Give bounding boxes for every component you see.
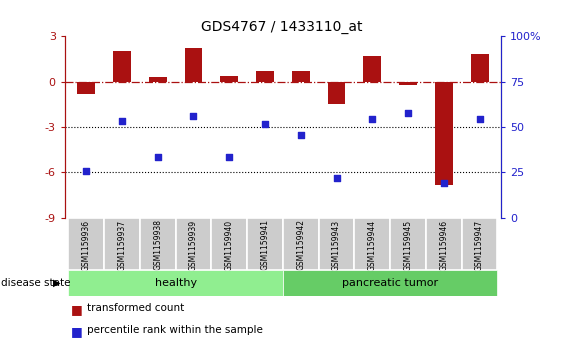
Point — [332, 176, 341, 182]
Point — [189, 114, 198, 119]
Text: GSM1159945: GSM1159945 — [404, 219, 413, 270]
Text: ▶: ▶ — [52, 278, 60, 288]
Point — [439, 180, 448, 186]
Bar — [176, 218, 211, 270]
Bar — [435, 82, 453, 184]
Bar — [149, 77, 167, 82]
Bar — [355, 218, 390, 270]
Text: healthy: healthy — [155, 278, 196, 288]
Text: transformed count: transformed count — [87, 303, 185, 313]
Text: GSM1159938: GSM1159938 — [153, 219, 162, 270]
Bar — [462, 218, 498, 270]
Text: GSM1159947: GSM1159947 — [475, 219, 484, 270]
Bar — [283, 270, 498, 296]
Bar — [77, 82, 95, 94]
Bar — [426, 218, 462, 270]
Text: GSM1159936: GSM1159936 — [82, 219, 91, 270]
Text: GSM1159942: GSM1159942 — [296, 219, 305, 270]
Bar — [68, 270, 283, 296]
Bar — [211, 218, 247, 270]
Text: GSM1159944: GSM1159944 — [368, 219, 377, 270]
Point — [153, 154, 162, 160]
Bar — [247, 218, 283, 270]
Point — [261, 121, 270, 127]
Point — [82, 168, 91, 174]
Bar — [113, 52, 131, 82]
Point — [296, 132, 305, 138]
Point — [225, 154, 234, 160]
Point — [368, 117, 377, 122]
Bar — [185, 48, 203, 82]
Bar — [363, 56, 381, 82]
Text: percentile rank within the sample: percentile rank within the sample — [87, 325, 263, 335]
Text: GSM1159939: GSM1159939 — [189, 219, 198, 270]
Text: GDS4767 / 1433110_at: GDS4767 / 1433110_at — [201, 20, 362, 34]
Bar — [328, 82, 346, 105]
Bar — [471, 54, 489, 82]
Text: GSM1159937: GSM1159937 — [118, 219, 127, 270]
Bar — [104, 218, 140, 270]
Text: GSM1159943: GSM1159943 — [332, 219, 341, 270]
Text: GSM1159940: GSM1159940 — [225, 219, 234, 270]
Bar — [68, 218, 104, 270]
Bar — [390, 218, 426, 270]
Point — [118, 118, 127, 124]
Bar — [220, 76, 238, 82]
Bar — [399, 82, 417, 85]
Point — [475, 117, 484, 122]
Text: GSM1159941: GSM1159941 — [261, 219, 270, 270]
Bar — [292, 71, 310, 82]
Text: disease state: disease state — [1, 278, 70, 288]
Text: pancreatic tumor: pancreatic tumor — [342, 278, 438, 288]
Bar — [140, 218, 176, 270]
Text: GSM1159946: GSM1159946 — [439, 219, 448, 270]
Point — [404, 110, 413, 116]
Bar — [256, 71, 274, 82]
Bar — [319, 218, 355, 270]
Text: ■: ■ — [70, 325, 82, 338]
Bar — [283, 218, 319, 270]
Text: ■: ■ — [70, 303, 82, 316]
